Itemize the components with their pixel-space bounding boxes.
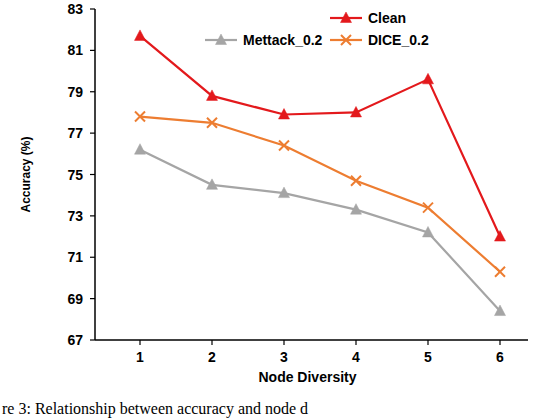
y-tick <box>90 298 95 299</box>
y-tick <box>90 50 95 51</box>
x-axis-label: Node Diversity <box>258 369 356 385</box>
y-tick <box>90 174 95 175</box>
y-tick-label: 69 <box>67 291 83 307</box>
legend-label: Clean <box>368 10 406 26</box>
plot-area <box>135 30 506 316</box>
data-point <box>351 204 362 215</box>
y-tick-label: 67 <box>67 332 83 348</box>
x-tick-label: 6 <box>496 349 504 365</box>
y-tick-label: 75 <box>67 167 83 183</box>
data-point <box>135 112 145 122</box>
legend-label: DICE_0.2 <box>368 32 429 48</box>
x-tick <box>283 340 284 345</box>
x-tick-label: 4 <box>352 349 360 365</box>
data-point <box>279 109 290 120</box>
data-point <box>423 73 434 84</box>
data-point <box>135 144 146 155</box>
data-point <box>495 267 505 277</box>
data-point <box>495 305 506 316</box>
data-point <box>207 118 217 128</box>
series-line <box>140 117 500 272</box>
x-tick-label: 5 <box>424 349 432 365</box>
x-tick-label: 2 <box>208 349 216 365</box>
legend-item: DICE_0.2 <box>330 32 429 48</box>
x-tick <box>355 340 356 345</box>
legend-marker <box>341 12 352 23</box>
data-point <box>351 176 361 186</box>
y-tick-label: 73 <box>67 208 83 224</box>
data-point <box>279 141 289 151</box>
chart: 67 69 71 73 75 77 79 81 83 1 2 3 4 5 6 Node Diversity Ac… <box>0 0 544 420</box>
legend-marker <box>341 35 351 45</box>
y-tick-label: 83 <box>67 1 83 17</box>
x-tick <box>139 340 140 345</box>
data-point <box>207 90 218 101</box>
series-line <box>140 150 500 311</box>
legend-label: Mettack_0.2 <box>243 32 323 48</box>
y-tick-label: 81 <box>67 42 83 58</box>
x-tick-label: 1 <box>136 349 144 365</box>
series-line <box>140 36 500 237</box>
x-axis <box>95 339 528 341</box>
data-point <box>135 30 146 41</box>
x-tick-label: 3 <box>280 349 288 365</box>
y-tick <box>90 133 95 134</box>
y-tick <box>90 339 95 340</box>
y-axis-label: Accuracy (%) <box>19 136 33 212</box>
y-tick-label: 71 <box>67 249 83 265</box>
x-tick <box>211 340 212 345</box>
y-tick <box>90 91 95 92</box>
data-point <box>207 179 218 190</box>
legend-item: Mettack_0.2 <box>205 32 323 48</box>
data-point <box>495 231 506 242</box>
legend-item: Clean <box>330 10 406 26</box>
data-point <box>351 106 362 117</box>
y-tick <box>90 215 95 216</box>
x-tick <box>499 340 500 345</box>
data-point <box>423 226 434 237</box>
data-point <box>423 203 433 213</box>
y-tick-label: 77 <box>67 125 83 141</box>
x-tick <box>427 340 428 345</box>
y-tick-label: 79 <box>67 84 83 100</box>
data-point <box>279 187 290 198</box>
y-tick <box>90 257 95 258</box>
y-tick <box>90 8 95 9</box>
caption: re 3: Relationship between accuracy and … <box>2 400 308 418</box>
legend-marker <box>216 34 227 45</box>
